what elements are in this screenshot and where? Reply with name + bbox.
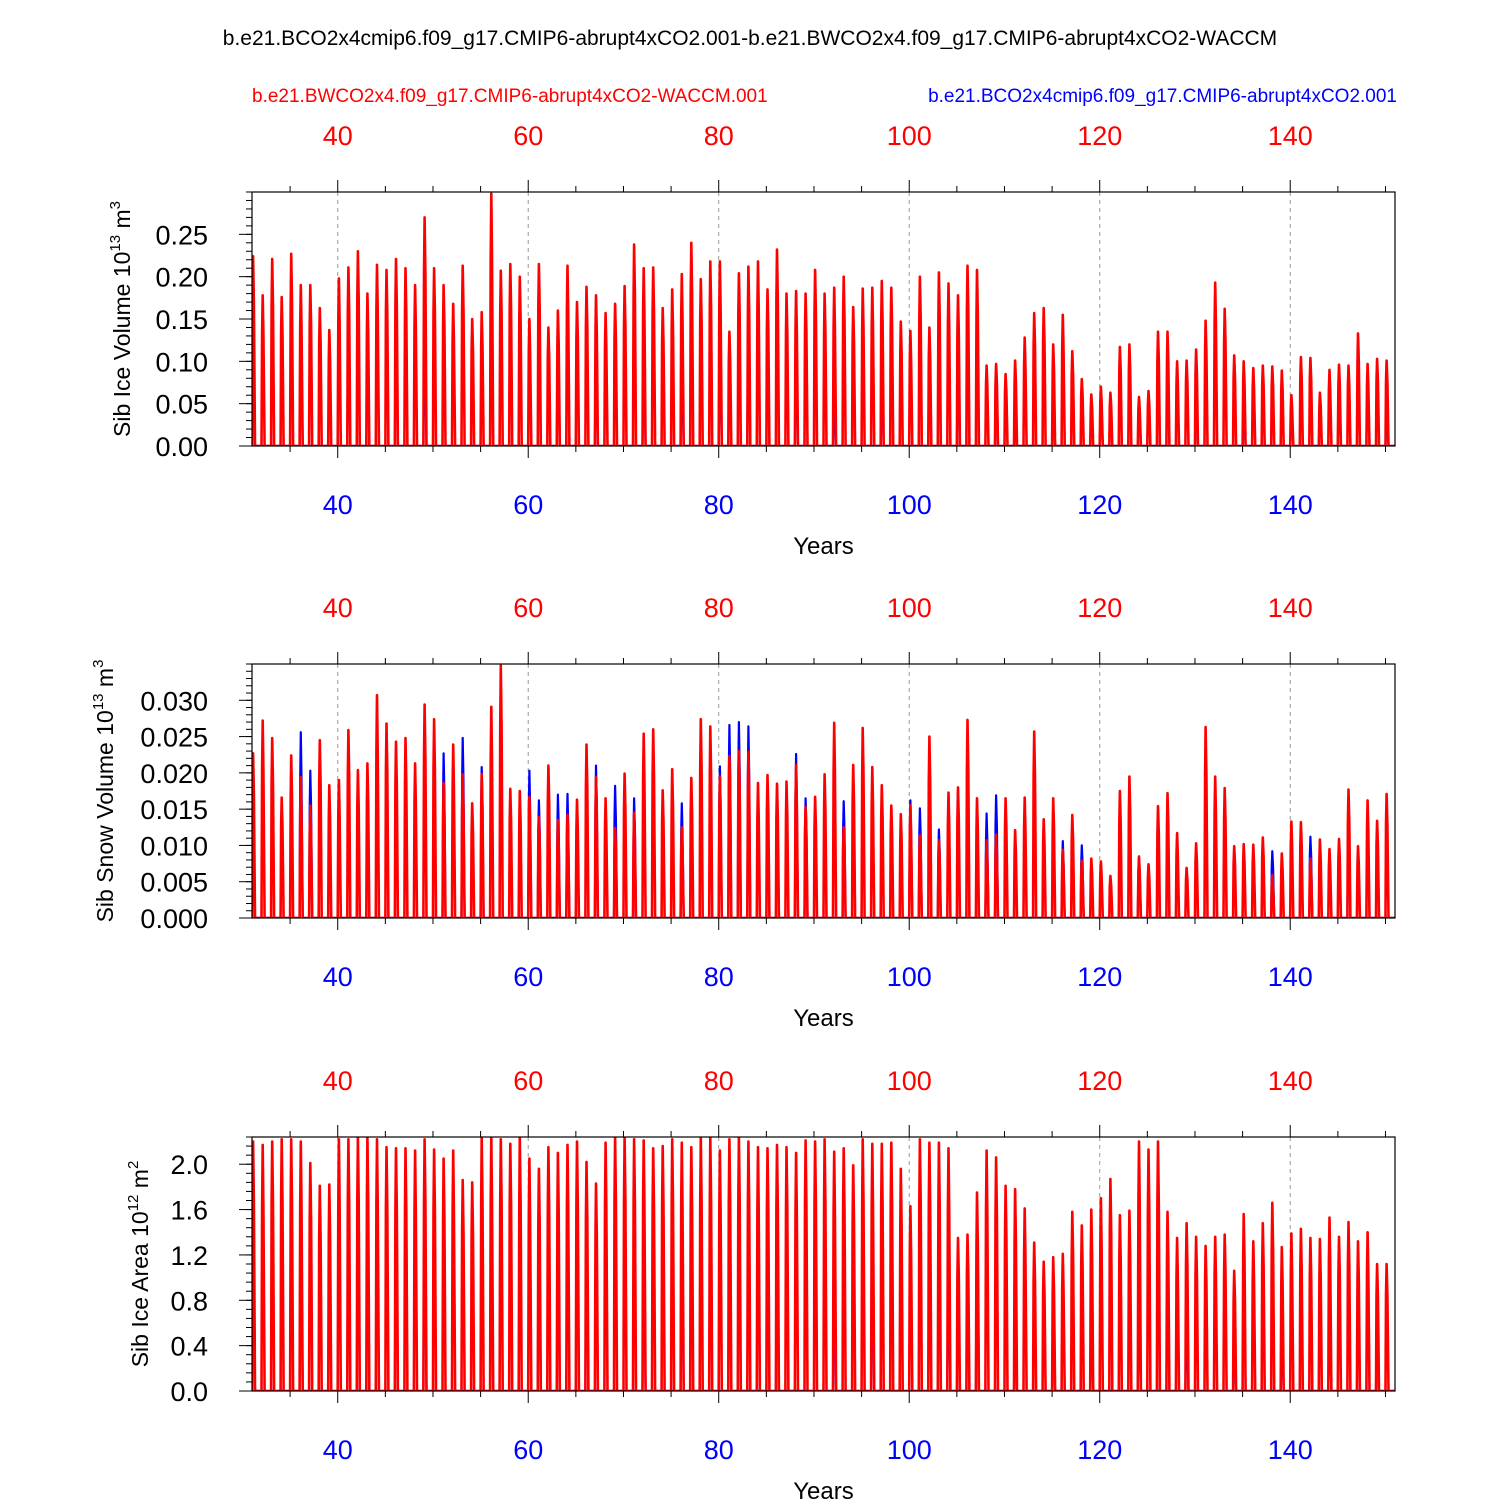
y-tick-label: 0.005 [140, 868, 208, 898]
legend-label-cmip6: b.e21.BCO2x4cmip6.f09_g17.CMIP6-abrupt4x… [928, 86, 1397, 107]
x-tick-label-bottom: 140 [1268, 490, 1313, 520]
y-axis-label-exponent: 13 [107, 235, 124, 252]
x-tick-label-bottom: 60 [513, 1435, 543, 1465]
x-tick-label-bottom: 40 [323, 962, 353, 992]
y-tick-label: 1.2 [170, 1241, 208, 1271]
y-axis-label-unit-exponent: 3 [90, 660, 107, 668]
y-tick-label: 1.6 [170, 1196, 208, 1226]
y-axis-label-unit: m [109, 209, 135, 235]
y-tick-label: 0.25 [155, 220, 208, 250]
x-tick-label-bottom: 100 [887, 1435, 932, 1465]
x-tick-label-top: 60 [513, 1066, 543, 1096]
y-axis-label-main: Sib Snow Volume 10 [92, 710, 118, 922]
x-tick-label-bottom: 100 [887, 962, 932, 992]
x-tick-label-bottom: 100 [887, 490, 932, 520]
x-tick-label-bottom: 120 [1077, 962, 1122, 992]
panels: 404060608080100100120120140140Years0.000… [90, 121, 1396, 1500]
x-tick-label-top: 100 [887, 1066, 932, 1096]
y-tick-label: 0.000 [140, 904, 208, 934]
y-axis-label-unit-exponent: 2 [125, 1161, 142, 1169]
y-axis-label-exponent: 12 [125, 1195, 142, 1212]
x-tick-label-top: 140 [1268, 593, 1313, 623]
x-tick-label-top: 80 [704, 1066, 734, 1096]
x-tick-label-top: 40 [323, 121, 353, 151]
y-axis-label: Sib Ice Volume 1013 m3 [107, 201, 135, 437]
y-axis-label-main: Sib Ice Volume 10 [109, 252, 135, 437]
chart-panel-2: 40 40 60 60 80 80 100 100 120 120 140 140 Years 0.000… [90, 593, 1396, 1032]
chart-panel-3: 40 40 60 60 80 80 100 100 120 120 140 140 Years 0.0 0.… [125, 1066, 1396, 1500]
y-tick-label: 0.15 [155, 305, 208, 335]
legend-label-waccm: b.e21.BWCO2x4.f09_g17.CMIP6-abrupt4xCO2-… [252, 86, 768, 107]
y-tick-label: 0.025 [140, 723, 208, 753]
y-tick-label: 0.015 [140, 795, 208, 825]
x-tick-label-top: 80 [704, 121, 734, 151]
x-tick-label-bottom: 80 [704, 962, 734, 992]
y-axis-label: Sib Ice Area 1012 m2 [125, 1161, 153, 1368]
x-tick-label-top: 120 [1077, 121, 1122, 151]
x-tick-label-top: 120 [1077, 593, 1122, 623]
x-tick-label-bottom: 120 [1077, 1435, 1122, 1465]
x-tick-label-bottom: 60 [513, 490, 543, 520]
x-tick-label-top: 120 [1077, 1066, 1122, 1096]
x-tick-label-top: 80 [704, 593, 734, 623]
y-axis-label-unit: m [92, 668, 118, 694]
x-tick-label-bottom: 40 [323, 490, 353, 520]
x-axis-label: Years [793, 533, 854, 560]
x-tick-label-bottom: 140 [1268, 1435, 1313, 1465]
x-tick-label-bottom: 40 [323, 1435, 353, 1465]
y-tick-label: 2.0 [170, 1150, 208, 1180]
y-axis-label-main: Sib Ice Area 10 [127, 1211, 153, 1367]
x-tick-label-bottom: 60 [513, 962, 543, 992]
x-tick-label-bottom: 80 [704, 1435, 734, 1465]
y-axis-label-unit-exponent: 3 [107, 201, 124, 209]
y-tick-label: 0.0 [170, 1377, 208, 1407]
x-tick-label-top: 140 [1268, 1066, 1313, 1096]
x-tick-label-top: 140 [1268, 121, 1313, 151]
y-tick-label: 0.030 [140, 686, 208, 716]
series-line-waccm [252, 664, 1395, 918]
x-tick-label-top: 100 [887, 593, 932, 623]
x-axis-label: Years [793, 1478, 854, 1500]
x-tick-label-bottom: 80 [704, 490, 734, 520]
y-tick-label: 0.05 [155, 390, 208, 420]
y-axis-label-unit: m [127, 1169, 153, 1195]
y-tick-label: 0.020 [140, 759, 208, 789]
x-tick-label-top: 60 [513, 593, 543, 623]
x-tick-label-bottom: 120 [1077, 490, 1122, 520]
y-tick-label: 0.8 [170, 1286, 208, 1316]
x-tick-label-top: 40 [323, 1066, 353, 1096]
x-axis-label: Years [793, 1005, 854, 1032]
plot-frame [251, 663, 1396, 919]
series-line-waccm [252, 1137, 1395, 1391]
y-axis-label: Sib Snow Volume 1013 m3 [90, 660, 118, 923]
y-tick-label: 0.4 [170, 1332, 208, 1362]
y-axis-label-exponent: 13 [90, 693, 107, 710]
x-tick-label-top: 40 [323, 593, 353, 623]
y-tick-label: 0.20 [155, 263, 208, 293]
y-tick-label: 0.010 [140, 831, 208, 861]
series-line-waccm [252, 192, 1395, 446]
main-title: b.e21.BCO2x4cmip6.f09_g17.CMIP6-abrupt4x… [223, 27, 1277, 50]
x-tick-label-bottom: 140 [1268, 962, 1313, 992]
y-tick-label: 0.10 [155, 347, 208, 377]
chart-panel-1: 40 40 60 60 80 80 100 100 120 120 140 140 Years 0.00 0… [107, 121, 1396, 560]
x-tick-label-top: 100 [887, 121, 932, 151]
y-tick-label: 0.00 [155, 432, 208, 462]
x-tick-label-top: 60 [513, 121, 543, 151]
